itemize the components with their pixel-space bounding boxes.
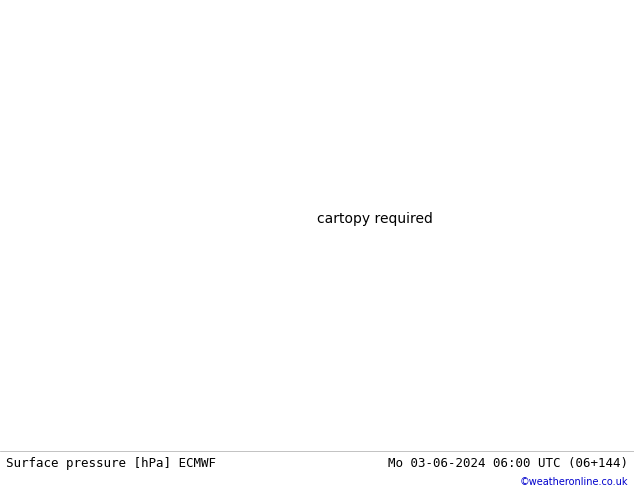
Text: cartopy required: cartopy required xyxy=(317,212,433,226)
Text: ©weatheronline.co.uk: ©weatheronline.co.uk xyxy=(519,477,628,487)
Text: Mo 03-06-2024 06:00 UTC (06+144): Mo 03-06-2024 06:00 UTC (06+144) xyxy=(387,457,628,470)
Text: Surface pressure [hPa] ECMWF: Surface pressure [hPa] ECMWF xyxy=(6,457,216,470)
